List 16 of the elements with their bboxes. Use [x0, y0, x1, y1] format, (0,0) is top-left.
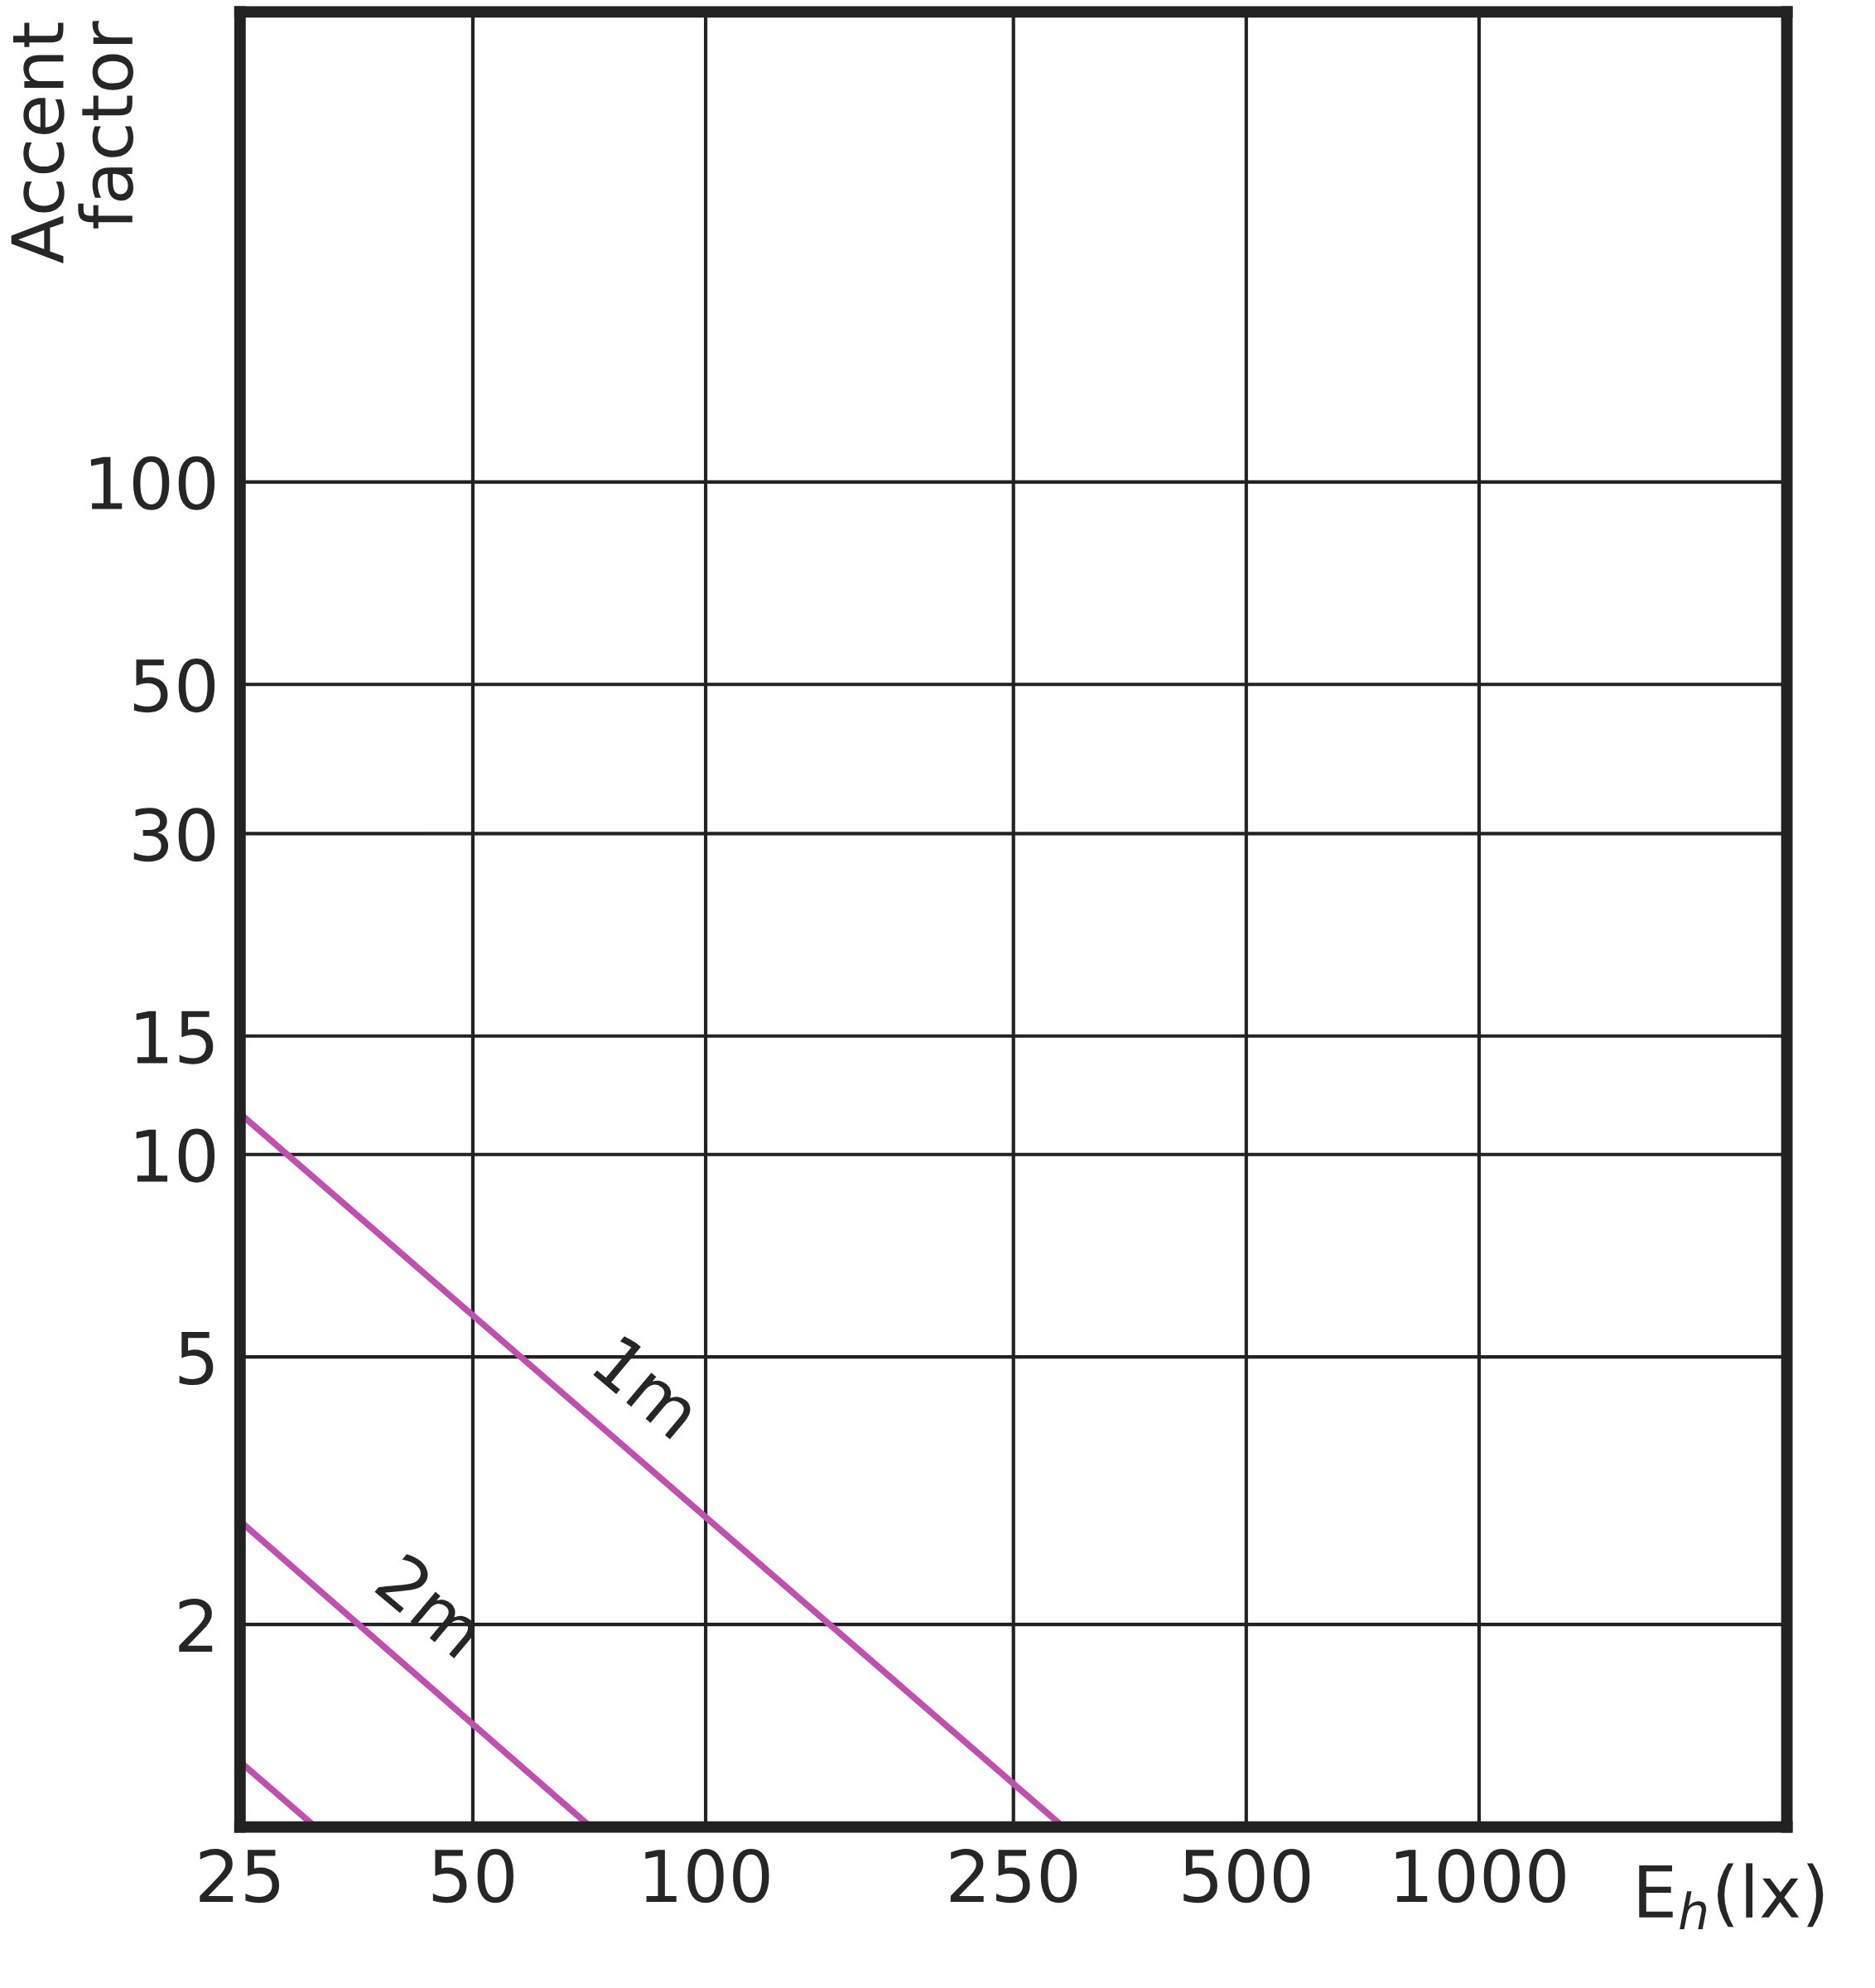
y-axis-title: Accent factor [11, 21, 134, 264]
y-tick-label: 100 [90, 456, 215, 510]
y-tick-label: 10 [136, 1128, 215, 1183]
x-tick-label: 500 [1183, 1849, 1310, 1904]
y-tick-label: 30 [133, 808, 215, 862]
x-tick-label: 250 [950, 1849, 1077, 1904]
annotation: 1m [592, 1334, 704, 1440]
y-tick-label: 5 [179, 1332, 214, 1386]
x-tick-label: 50 [432, 1849, 513, 1904]
y-tick-label: 15 [136, 1011, 214, 1064]
x-tick-label: 1000 [1395, 1849, 1565, 1904]
x-tick-label: 25 [200, 1849, 280, 1904]
x-tick-label: 100 [645, 1849, 769, 1904]
y-tick-label: 50 [133, 659, 215, 713]
x-axis-title: E$_{h}$(lx) [1639, 1863, 1824, 1929]
y-tick-label: 2 [179, 1599, 213, 1652]
